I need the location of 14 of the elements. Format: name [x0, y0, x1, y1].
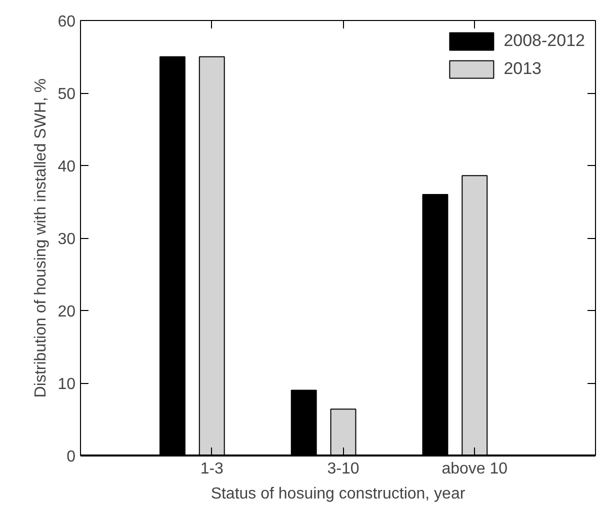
x-axis-title: Status of hosuing construction, year	[210, 486, 466, 502]
x-tick-label: 1-3	[200, 460, 224, 478]
y-tick-label: 10	[58, 376, 76, 393]
y-axis-title: Distribution of housing with installed SWH, %	[32, 78, 50, 398]
legend-label: 2008-2012	[504, 31, 585, 51]
x-tick-label: 3-10	[327, 460, 360, 478]
y-tick-label: 60	[58, 14, 76, 30]
legend-label: 2013	[504, 59, 542, 79]
y-tick-label: 0	[66, 448, 76, 466]
x-tick-label: above 10	[442, 460, 508, 478]
y-tick-label: 50	[58, 86, 76, 103]
y-tick-label: 20	[58, 304, 76, 320]
y-tick-label: 30	[58, 231, 76, 248]
y-tick-label: 40	[58, 158, 76, 176]
